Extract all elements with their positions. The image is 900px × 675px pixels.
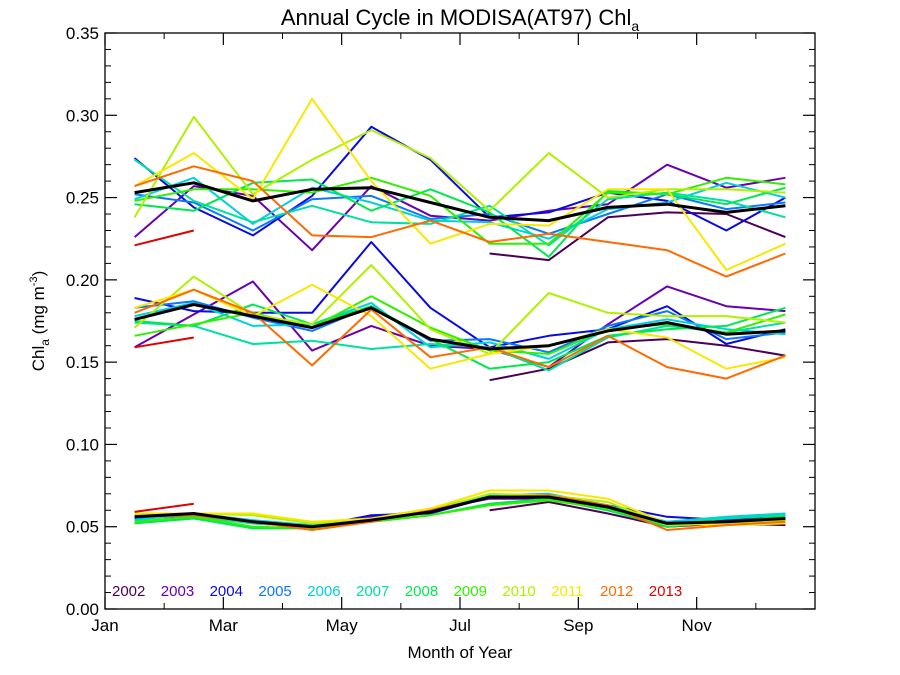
series-line-middle-2013: [134, 336, 194, 349]
x-tick-label: May: [326, 616, 359, 635]
y-tick-label: 0.20: [66, 271, 99, 290]
series-line-upper-2008: [134, 178, 786, 258]
legend: 2002 2003 2004 2005 2006 2007 2008 2009 2010 2011…: [112, 583, 682, 600]
series-line-middle-2011: [134, 283, 786, 370]
series-line-middle-2002: [489, 338, 786, 382]
series-line-upper-2003: [133, 163, 786, 252]
x-tick-label: Nov: [682, 616, 713, 635]
legend-item-2006: 2006: [307, 583, 340, 600]
series-line-middle-2003: [134, 280, 786, 369]
x-tick-label: Sep: [563, 616, 593, 635]
y-tick-label: 0.05: [66, 518, 99, 537]
legend-item-2013: 2013: [649, 583, 682, 600]
series-line-middle-2012: [134, 288, 786, 380]
y-tick-label: 0.30: [66, 106, 99, 125]
x-axis: Jan Mar May Jul Sep Nov: [91, 33, 757, 635]
series-line-upper-2009: [134, 176, 786, 245]
y-axis-label: Chla (mg m-3): [28, 271, 52, 372]
mean-line-upper: [134, 181, 786, 223]
series-line-upper-2002: [489, 211, 786, 262]
y-tick-label: 0.10: [66, 435, 99, 454]
x-axis-label: Month of Year: [408, 643, 513, 662]
legend-item-2010: 2010: [502, 583, 535, 600]
legend-item-2008: 2008: [405, 583, 438, 600]
legend-item-2003: 2003: [161, 583, 194, 600]
legend-item-2007: 2007: [356, 583, 389, 600]
legend-item-2005: 2005: [258, 583, 291, 600]
y-axis: 0.00 0.05 0.10 0.15 0.20 0.25 0.30 0.35: [66, 24, 815, 619]
series-line-lower-2010: [134, 492, 786, 527]
series-line-upper-2013: [134, 229, 195, 247]
legend-item-2009: 2009: [454, 583, 487, 600]
y-tick-label: 0.35: [66, 24, 99, 43]
legend-item-2011: 2011: [551, 583, 583, 600]
mean-line-middle: [134, 303, 786, 351]
legend-item-2002: 2002: [112, 583, 145, 600]
series-line-upper-2011: [134, 97, 786, 271]
legend-item-2012: 2012: [600, 583, 633, 600]
series-line-upper-2010: [133, 115, 786, 218]
series-line-middle-2007: [134, 321, 786, 372]
series-line-upper-2007: [134, 158, 786, 247]
y-tick-label: 0.15: [66, 353, 99, 372]
mean-line-lower: [134, 495, 786, 529]
series-line-upper-2012: [134, 165, 786, 278]
x-tick-label: Jan: [91, 616, 118, 635]
series-line-lower-2013: [134, 502, 194, 513]
chart-title: Annual Cycle in MODISA(AT97) Chla: [281, 5, 640, 34]
series-line-upper-2006: [134, 176, 786, 240]
y-tick-label: 0.00: [66, 600, 99, 619]
x-tick-label: Mar: [209, 616, 239, 635]
legend-item-2004: 2004: [210, 583, 243, 600]
x-tick-label: Jul: [449, 616, 471, 635]
mean-layer: [134, 181, 786, 529]
y-tick-label: 0.25: [66, 189, 99, 208]
